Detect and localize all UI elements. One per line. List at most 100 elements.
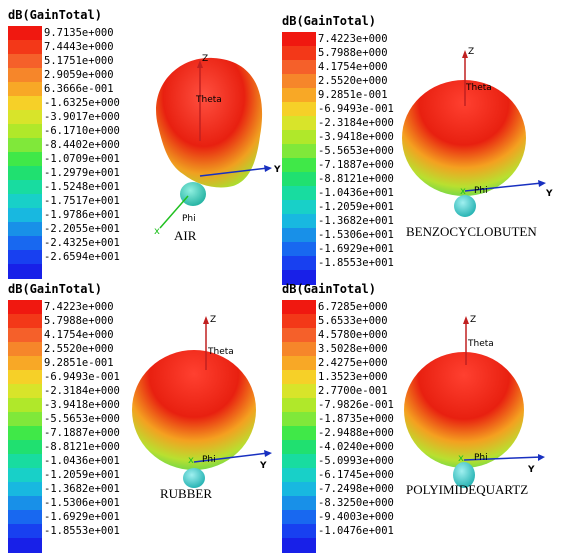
legend-swatch <box>282 412 316 427</box>
legend-value: 2.5520e+000 <box>318 75 388 87</box>
back-lobe <box>453 462 475 488</box>
legend-value: -8.4402e+000 <box>44 139 120 151</box>
x-axis-marker: x <box>460 186 466 197</box>
material-label: BENZOCYCLOBUTEN <box>406 224 537 239</box>
legend-value: -6.9493e-001 <box>44 371 120 383</box>
legend-swatch <box>282 74 316 89</box>
legend-value: -1.2059e+001 <box>44 469 120 481</box>
legend-swatch <box>282 398 316 413</box>
legend-value: 9.2851e-001 <box>318 89 388 101</box>
legend-swatch <box>282 172 316 187</box>
legend-value: -7.9826e-001 <box>318 399 394 411</box>
legend-value: -1.5306e+001 <box>44 497 120 509</box>
y-axis-arrow <box>264 165 272 172</box>
phi-label: Phi <box>474 186 488 196</box>
legend-swatch <box>8 166 42 181</box>
legend-swatch <box>282 454 316 469</box>
legend-value: -2.6594e+001 <box>44 251 120 263</box>
legend-swatch <box>282 524 316 539</box>
legend-swatch <box>8 398 42 413</box>
legend-value: -1.2979e+001 <box>44 167 120 179</box>
legend-value: 7.4223e+000 <box>44 301 114 313</box>
legend-value: -1.8735e+000 <box>318 413 394 425</box>
panel-rubber: dB(GainTotal) 7.4223e+000 5.7988e+000 4.17… <box>8 282 278 553</box>
legend-value: 4.1754e+000 <box>44 329 114 341</box>
legend-swatch <box>282 384 316 399</box>
legend-swatch <box>8 152 42 167</box>
legend-swatch <box>8 110 42 125</box>
legend-swatch <box>282 144 316 159</box>
legend-title: dB(GainTotal) <box>282 282 376 296</box>
legend-swatch <box>8 496 42 511</box>
legend-swatch <box>8 356 42 371</box>
legend-value: 4.5780e+000 <box>318 329 388 341</box>
y-axis-arrow <box>264 450 272 457</box>
legend-swatch <box>282 440 316 455</box>
x-axis <box>159 195 189 229</box>
legend-value: -2.9488e+000 <box>318 427 394 439</box>
legend-swatch <box>8 54 42 69</box>
legend-swatch <box>8 426 42 441</box>
legend-value: -1.6325e+000 <box>44 97 120 109</box>
legend-value: 5.7988e+000 <box>318 47 388 59</box>
x-axis-marker: x <box>154 226 160 237</box>
legend-swatch <box>8 180 42 195</box>
legend-swatch <box>282 342 316 357</box>
legend-value: -1.3682e+001 <box>318 215 394 227</box>
legend-value: -1.8553e+001 <box>318 257 394 269</box>
legend-value: -1.6929e+001 <box>44 511 120 523</box>
z-axis-label: Z <box>470 315 476 325</box>
theta-label: Theta <box>465 83 492 93</box>
legend-swatch <box>8 124 42 139</box>
legend-value: 7.4443e+000 <box>44 41 114 53</box>
legend-swatch <box>8 482 42 497</box>
y-axis <box>193 452 269 463</box>
y-axis <box>199 167 269 177</box>
legend-swatch <box>8 468 42 483</box>
z-axis-arrow <box>203 316 209 324</box>
legend-swatch <box>282 228 316 243</box>
legend-value: -6.1710e+000 <box>44 125 120 137</box>
legend-value: -1.8553e+001 <box>44 525 120 537</box>
legend-swatch <box>282 102 316 117</box>
legend-value: -5.5653e+000 <box>44 413 120 425</box>
legend-value: 2.9059e+000 <box>44 69 114 81</box>
legend-swatch <box>282 88 316 103</box>
legend-swatch <box>282 328 316 343</box>
legend-value: -3.9418e+000 <box>44 399 120 411</box>
legend-value: -1.9786e+001 <box>44 209 120 221</box>
main-lobe <box>156 57 263 188</box>
material-label: POLYIMIDEQUARTZ <box>406 482 529 497</box>
legend-swatch <box>282 242 316 257</box>
y-axis-label: Y <box>273 165 281 175</box>
legend-swatch <box>282 214 316 229</box>
legend-value: -1.0436e+001 <box>44 455 120 467</box>
legend-value: -9.4003e+000 <box>318 511 394 523</box>
legend-value: -8.8121e+000 <box>44 441 120 453</box>
legend-value: -2.2055e+001 <box>44 223 120 235</box>
legend-swatch <box>282 158 316 173</box>
radiation-pattern-3d: Z Theta Y x Phi <box>138 46 281 246</box>
z-axis-arrow <box>462 50 468 58</box>
legend-value: -3.9017e+000 <box>44 111 120 123</box>
y-axis-arrow <box>538 454 545 461</box>
legend-swatch <box>282 510 316 525</box>
legend-swatch <box>282 32 316 47</box>
legend-value: 3.5028e+000 <box>318 343 388 355</box>
pattern-svg: Z Theta Y x Phi <box>154 54 281 237</box>
legend-swatch <box>282 130 316 145</box>
legend-value: 7.4223e+000 <box>318 33 388 45</box>
x-axis-marker: x <box>458 453 464 464</box>
y-axis-label: Y <box>527 465 535 475</box>
legend-value: -4.0240e+000 <box>318 441 394 453</box>
phi-label: Phi <box>182 214 196 224</box>
legend-value: 5.7988e+000 <box>44 315 114 327</box>
legend-value: -2.3184e+000 <box>318 117 394 129</box>
legend-value: 6.7285e+000 <box>318 301 388 313</box>
panel-benzocyclobuten: dB(GainTotal) 7.4223e+000 5.7988e+000 4.17… <box>282 14 562 285</box>
legend-swatch <box>8 510 42 525</box>
y-axis-label: Y <box>259 461 267 471</box>
back-lobe <box>183 468 205 488</box>
legend-swatch <box>8 250 42 265</box>
legend-swatch <box>282 468 316 483</box>
